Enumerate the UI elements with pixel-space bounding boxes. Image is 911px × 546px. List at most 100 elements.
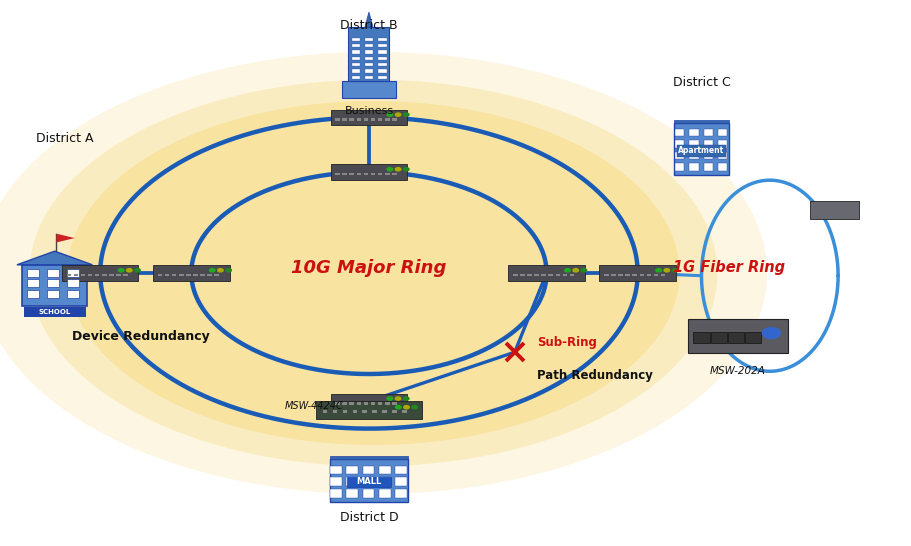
Circle shape <box>218 269 223 272</box>
FancyBboxPatch shape <box>703 140 712 148</box>
FancyBboxPatch shape <box>675 129 684 136</box>
FancyBboxPatch shape <box>534 274 538 276</box>
FancyBboxPatch shape <box>395 477 407 486</box>
FancyBboxPatch shape <box>365 57 374 60</box>
FancyBboxPatch shape <box>330 489 342 498</box>
Circle shape <box>404 168 409 171</box>
FancyBboxPatch shape <box>385 402 390 405</box>
FancyBboxPatch shape <box>385 118 390 121</box>
FancyBboxPatch shape <box>378 38 386 41</box>
FancyBboxPatch shape <box>27 290 39 298</box>
FancyBboxPatch shape <box>371 402 375 405</box>
FancyBboxPatch shape <box>352 76 361 79</box>
FancyBboxPatch shape <box>335 402 340 405</box>
FancyBboxPatch shape <box>47 290 59 298</box>
FancyBboxPatch shape <box>690 129 699 136</box>
FancyBboxPatch shape <box>365 76 374 79</box>
FancyBboxPatch shape <box>378 69 386 73</box>
FancyBboxPatch shape <box>330 477 342 486</box>
FancyBboxPatch shape <box>365 69 374 73</box>
Text: District A: District A <box>36 132 94 145</box>
FancyBboxPatch shape <box>363 477 374 486</box>
FancyBboxPatch shape <box>346 489 358 498</box>
FancyBboxPatch shape <box>632 274 637 276</box>
FancyBboxPatch shape <box>599 265 676 281</box>
FancyBboxPatch shape <box>674 120 729 123</box>
FancyBboxPatch shape <box>350 173 354 175</box>
FancyBboxPatch shape <box>365 63 374 67</box>
FancyBboxPatch shape <box>200 274 205 276</box>
Circle shape <box>565 269 570 272</box>
FancyBboxPatch shape <box>718 163 727 170</box>
FancyBboxPatch shape <box>703 163 712 170</box>
FancyBboxPatch shape <box>392 402 396 405</box>
FancyBboxPatch shape <box>67 279 79 287</box>
FancyBboxPatch shape <box>22 265 87 306</box>
FancyBboxPatch shape <box>379 489 391 498</box>
FancyBboxPatch shape <box>690 151 699 159</box>
FancyBboxPatch shape <box>343 402 347 405</box>
Circle shape <box>395 406 401 409</box>
Text: Path Redundancy: Path Redundancy <box>537 369 653 382</box>
Circle shape <box>573 269 578 272</box>
Circle shape <box>387 168 393 171</box>
Circle shape <box>226 269 231 272</box>
Circle shape <box>387 397 393 400</box>
FancyBboxPatch shape <box>363 118 368 121</box>
Text: Apartment: Apartment <box>679 146 724 156</box>
FancyBboxPatch shape <box>711 332 727 343</box>
FancyBboxPatch shape <box>660 274 665 276</box>
FancyBboxPatch shape <box>330 466 342 474</box>
FancyBboxPatch shape <box>508 265 585 281</box>
FancyBboxPatch shape <box>343 173 347 175</box>
Circle shape <box>404 406 409 409</box>
FancyBboxPatch shape <box>343 81 395 98</box>
FancyBboxPatch shape <box>186 274 190 276</box>
Ellipse shape <box>0 52 767 494</box>
FancyBboxPatch shape <box>343 118 347 121</box>
Circle shape <box>404 397 409 400</box>
FancyBboxPatch shape <box>392 173 396 175</box>
Circle shape <box>404 113 409 116</box>
FancyBboxPatch shape <box>365 44 374 47</box>
Text: Device Redundancy: Device Redundancy <box>72 330 210 343</box>
FancyBboxPatch shape <box>363 411 367 413</box>
FancyBboxPatch shape <box>611 274 616 276</box>
FancyBboxPatch shape <box>718 151 727 159</box>
FancyBboxPatch shape <box>109 274 114 276</box>
FancyBboxPatch shape <box>647 274 651 276</box>
FancyBboxPatch shape <box>379 466 391 474</box>
FancyBboxPatch shape <box>67 290 79 298</box>
FancyBboxPatch shape <box>352 57 361 60</box>
FancyBboxPatch shape <box>383 411 387 413</box>
FancyBboxPatch shape <box>322 411 327 413</box>
FancyBboxPatch shape <box>331 455 408 459</box>
FancyBboxPatch shape <box>690 140 699 148</box>
FancyBboxPatch shape <box>172 274 177 276</box>
FancyBboxPatch shape <box>67 269 79 277</box>
FancyBboxPatch shape <box>640 274 644 276</box>
FancyBboxPatch shape <box>95 274 99 276</box>
Polygon shape <box>56 234 75 242</box>
Circle shape <box>210 269 215 272</box>
FancyBboxPatch shape <box>403 411 407 413</box>
FancyBboxPatch shape <box>690 163 699 170</box>
Text: District B: District B <box>340 19 398 32</box>
FancyBboxPatch shape <box>378 173 383 175</box>
FancyBboxPatch shape <box>87 274 92 276</box>
Ellipse shape <box>29 80 718 466</box>
FancyBboxPatch shape <box>604 274 609 276</box>
FancyBboxPatch shape <box>378 63 386 67</box>
FancyBboxPatch shape <box>153 265 230 281</box>
FancyBboxPatch shape <box>810 201 859 219</box>
FancyBboxPatch shape <box>693 332 710 343</box>
Circle shape <box>387 113 393 116</box>
FancyBboxPatch shape <box>47 279 59 287</box>
Circle shape <box>127 269 132 272</box>
FancyBboxPatch shape <box>363 489 374 498</box>
FancyBboxPatch shape <box>343 411 347 413</box>
FancyBboxPatch shape <box>356 118 361 121</box>
FancyBboxPatch shape <box>81 274 86 276</box>
FancyBboxPatch shape <box>677 145 726 157</box>
FancyBboxPatch shape <box>67 274 71 276</box>
